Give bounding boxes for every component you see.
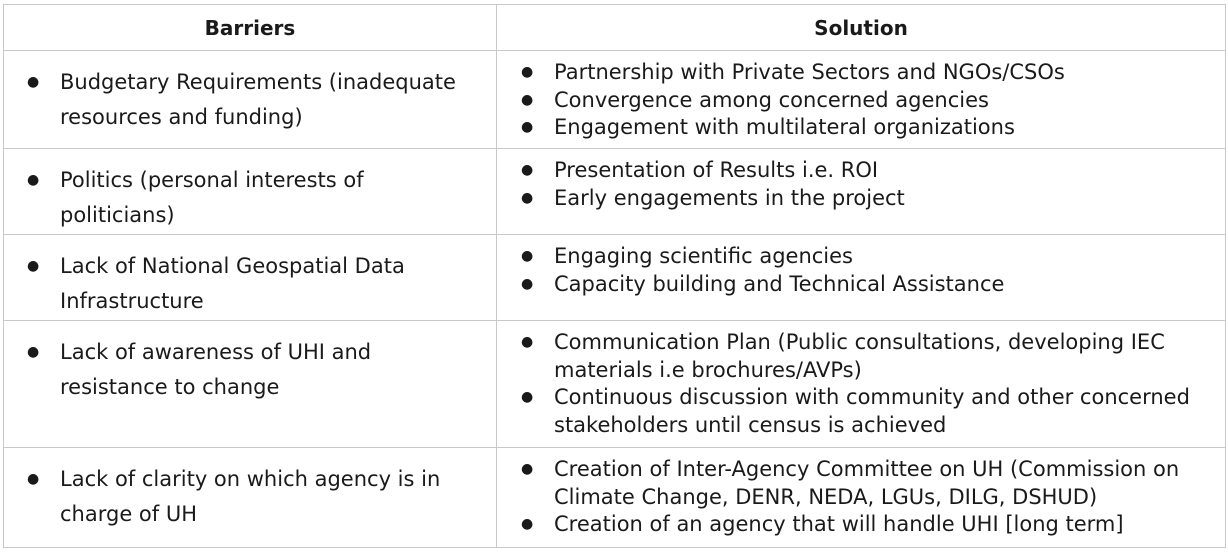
solution-list: Creation of Inter-Agency Committee on UH… xyxy=(497,448,1225,539)
list-item: Engaging scientific agencies xyxy=(521,243,1217,271)
list-item: Creation of an agency that will handle U… xyxy=(521,511,1217,539)
barrier-list: Politics (personal interests of politici… xyxy=(4,149,496,233)
barrier-cell: Lack of awareness of UHI and resistance … xyxy=(3,320,497,448)
barrier-list: Lack of National Geospatial Data Infrast… xyxy=(4,235,496,319)
list-item: Lack of awareness of UHI and resistance … xyxy=(27,335,484,405)
solution-list: Partnership with Private Sectors and NGO… xyxy=(497,51,1225,142)
table-row: Lack of National Geospatial Data Infrast… xyxy=(3,234,1226,321)
table-row: Lack of awareness of UHI and resistance … xyxy=(3,320,1226,448)
table-row: Politics (personal interests of politici… xyxy=(3,148,1226,235)
list-item: Engagement with multilateral organizatio… xyxy=(521,114,1217,142)
table-row: Lack of clarity on which agency is in ch… xyxy=(3,447,1226,548)
header-solution: Solution xyxy=(496,4,1226,51)
list-item: Continuous discussion with community and… xyxy=(521,384,1217,439)
solution-cell: Partnership with Private Sectors and NGO… xyxy=(496,50,1226,149)
solution-list: Presentation of Results i.e. ROI Early e… xyxy=(497,149,1225,212)
list-item: Early engagements in the project xyxy=(521,185,1217,213)
solution-cell: Presentation of Results i.e. ROI Early e… xyxy=(496,148,1226,235)
list-item: Politics (personal interests of politici… xyxy=(27,163,484,233)
barrier-list: Lack of awareness of UHI and resistance … xyxy=(4,321,496,405)
list-item: Budgetary Requirements (inadequate resou… xyxy=(27,65,484,135)
barrier-list: Budgetary Requirements (inadequate resou… xyxy=(4,51,496,135)
barrier-list: Lack of clarity on which agency is in ch… xyxy=(4,448,496,532)
barrier-cell: Politics (personal interests of politici… xyxy=(3,148,497,235)
barrier-cell: Lack of National Geospatial Data Infrast… xyxy=(3,234,497,321)
header-barriers: Barriers xyxy=(3,4,497,51)
table-row: Budgetary Requirements (inadequate resou… xyxy=(3,50,1226,149)
list-item: Lack of clarity on which agency is in ch… xyxy=(27,462,484,532)
solution-cell: Communication Plan (Public consultations… xyxy=(496,320,1226,448)
list-item: Convergence among concerned agencies xyxy=(521,87,1217,115)
solution-cell: Engaging scientific agencies Capacity bu… xyxy=(496,234,1226,321)
solution-cell: Creation of Inter-Agency Committee on UH… xyxy=(496,447,1226,548)
barriers-solutions-table: Barriers Solution Budgetary Requirements… xyxy=(3,4,1226,548)
list-item: Communication Plan (Public consultations… xyxy=(521,329,1217,384)
barrier-cell: Budgetary Requirements (inadequate resou… xyxy=(3,50,497,149)
list-item: Creation of Inter-Agency Committee on UH… xyxy=(521,456,1217,511)
list-item: Partnership with Private Sectors and NGO… xyxy=(521,59,1217,87)
solution-list: Communication Plan (Public consultations… xyxy=(497,321,1225,439)
list-item: Capacity building and Technical Assistan… xyxy=(521,271,1217,299)
list-item: Presentation of Results i.e. ROI xyxy=(521,157,1217,185)
solution-list: Engaging scientific agencies Capacity bu… xyxy=(497,235,1225,298)
barrier-cell: Lack of clarity on which agency is in ch… xyxy=(3,447,497,548)
table-header-row: Barriers Solution xyxy=(3,4,1226,51)
list-item: Lack of National Geospatial Data Infrast… xyxy=(27,249,484,319)
